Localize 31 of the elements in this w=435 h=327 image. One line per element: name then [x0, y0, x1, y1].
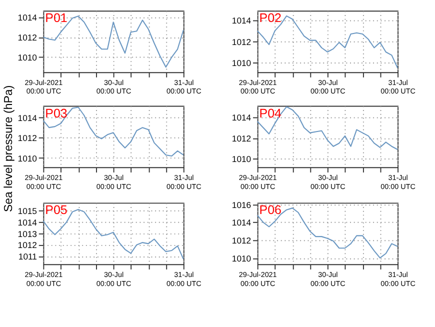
y-tick-label: 1015	[18, 206, 38, 216]
line-series	[42, 106, 184, 157]
y-tick-label: 1012	[232, 235, 252, 246]
y-tick-label: 1010	[18, 153, 38, 164]
y-tick-label: 1016	[232, 200, 252, 210]
line-series	[256, 15, 398, 68]
chart-title: P03	[45, 106, 68, 120]
y-tick-label: 1014	[232, 112, 252, 123]
y-tick-label: 1010	[18, 52, 38, 62]
y-tick-label: 1010	[232, 58, 252, 68]
y-tick-label: 1012	[18, 240, 38, 250]
chart-title: P01	[45, 11, 68, 26]
y-tick-label: 1014	[232, 218, 252, 228]
chart-title: P02	[259, 11, 282, 26]
y-tick-label: 1012	[232, 36, 252, 47]
y-tick-label: 1011	[18, 252, 38, 262]
y-tick-label: 1010	[232, 154, 252, 164]
line-series	[256, 106, 398, 150]
y-axis-title: Sea level pressure (hPa)	[2, 85, 15, 212]
y-tick-label: 1014	[18, 12, 38, 23]
y-tick-label: 1012	[18, 32, 38, 43]
y-tick-label: 1012	[18, 133, 38, 144]
y-tick-label: 1010	[232, 253, 252, 264]
y-tick-label: 1014	[232, 16, 252, 26]
y-tick-label: 1014	[18, 112, 38, 123]
chart-title: P04	[259, 106, 282, 120]
y-tick-label: 1014	[18, 217, 38, 228]
chart-title: P06	[259, 203, 282, 218]
y-tick-label: 1013	[18, 228, 38, 239]
y-tick-label: 1012	[232, 133, 252, 144]
chart-title: P05	[45, 203, 68, 218]
